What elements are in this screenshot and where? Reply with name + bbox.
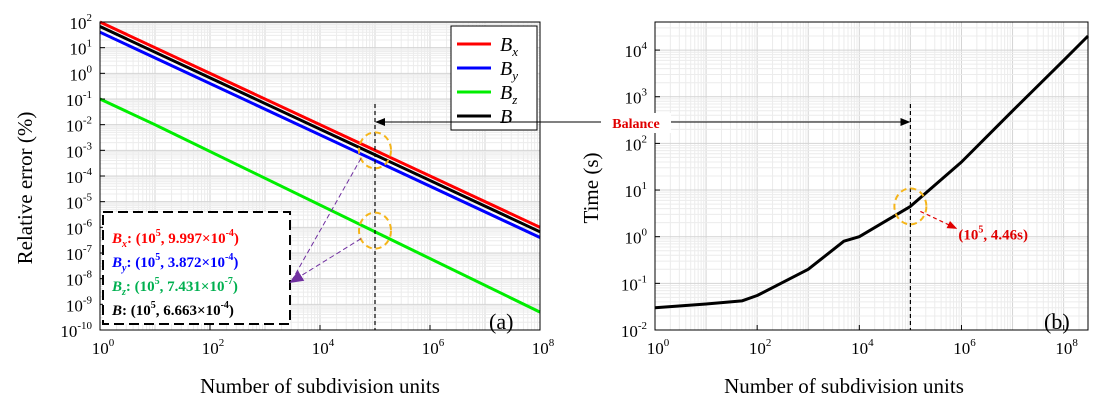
y-tick-label: 102 xyxy=(70,12,93,33)
y-tick-label: 103 xyxy=(625,87,648,108)
panel-b: 100 102 104 106 108 10410310210110010-110-2 … xyxy=(579,21,1090,398)
panel-b-series xyxy=(654,34,1090,310)
annotation-line-1: By: (105, 3.872×10-4) xyxy=(111,252,238,274)
panel-b-y-tick-labels: 104 103 102 101 100 10-1 10-2 xyxy=(621,40,648,341)
x-tick-label: 108 xyxy=(1055,337,1078,358)
x-tick-label: 106 xyxy=(953,337,976,358)
y-tick-label: 10-1 xyxy=(621,273,647,294)
y-tick-label: 10-5 xyxy=(66,192,93,213)
panel-b-ylabel: Time (s) xyxy=(579,153,603,224)
panel-b-frame xyxy=(654,21,1089,331)
y-tick-label: 10-6 xyxy=(66,217,93,238)
panel-a: 100 102 104 106 108 102 101 100 10-1 10-2 10-3 10-… xyxy=(13,12,555,398)
x-tick-label: 100 xyxy=(647,337,670,358)
y-tick-label: 102 xyxy=(625,133,648,154)
annotation-frame xyxy=(102,211,291,325)
y-tick-label: 10-10 xyxy=(60,320,92,341)
y-tick-label: 10-2 xyxy=(66,115,92,136)
balance-annotation: Balance xyxy=(375,113,911,133)
y-tick-label: 101 xyxy=(70,38,93,59)
x-tick-label: 102 xyxy=(749,337,772,358)
y-tick-label: 10-2 xyxy=(621,320,647,341)
panel-b-grid xyxy=(654,21,1089,331)
legend-label-3: B xyxy=(500,106,512,128)
panel-b-label: (b) xyxy=(1044,309,1070,334)
pointer-arrow-1 xyxy=(289,238,362,284)
y-tick-label: 100 xyxy=(625,227,648,248)
y-tick-label: 10-4 xyxy=(66,166,93,187)
annotation-line-2: Bz: (105, 7.431×10-7) xyxy=(111,276,238,298)
panel-a-markers xyxy=(358,104,392,330)
series-line-2 xyxy=(99,97,541,314)
highlight-circle-0 xyxy=(893,187,928,226)
panel-b-x-tick-labels: 100 102 104 106 108 xyxy=(647,337,1079,358)
x-tick-label: 106 xyxy=(422,337,445,358)
series-line-0 xyxy=(99,20,541,229)
legend-label-0: Bx xyxy=(500,34,518,59)
y-tick-label: 100 xyxy=(70,63,93,84)
panel-b-xlabel: Number of subdivision units xyxy=(724,374,964,398)
y-tick-label: 101 xyxy=(625,180,648,201)
y-tick-label: 10-1 xyxy=(66,89,92,110)
y-tick-label: 10-3 xyxy=(66,140,93,161)
panel-a-label: (a) xyxy=(489,309,513,334)
panel-b-markers xyxy=(893,104,928,330)
annotation-line-0: Bx: (105, 9.997×10-4) xyxy=(111,228,239,250)
legend-label-1: By xyxy=(500,58,518,83)
x-tick-label: 100 xyxy=(92,337,115,358)
x-tick-label: 104 xyxy=(851,337,874,358)
panel-a-y-tick-labels: 102 101 100 10-1 10-2 10-3 10-4 10-5 10-6 10-7 10-… xyxy=(60,12,92,341)
panel-a-ylabel: Relative error (%) xyxy=(13,112,37,265)
x-tick-label: 108 xyxy=(532,337,555,358)
x-tick-label: 102 xyxy=(202,337,225,358)
panel-b-ticks xyxy=(654,49,1065,331)
highlight-circle-0 xyxy=(358,131,392,170)
balance-label-bg xyxy=(601,113,671,133)
time-annotation: (105, 4.46s) xyxy=(958,224,1028,243)
y-tick-label: 10-7 xyxy=(66,243,93,264)
y-tick-label: 10-9 xyxy=(66,294,93,315)
annotation-line-3: B: (105, 6.663×10-4) xyxy=(111,300,234,319)
series-line-1 xyxy=(99,30,541,239)
panel-a-x-tick-labels: 100 102 104 106 108 xyxy=(92,337,555,358)
y-tick-label: 104 xyxy=(625,40,648,61)
y-tick-label: 10-8 xyxy=(66,269,93,290)
legend-label-2: Bz xyxy=(500,82,517,107)
series-line-3 xyxy=(99,25,541,234)
panel-a-series xyxy=(99,20,541,314)
legend-box xyxy=(450,25,538,131)
series-line-0 xyxy=(654,34,1090,310)
x-tick-label: 104 xyxy=(312,337,335,358)
panel-a-annotation-box: Bx: (105, 9.997×10-4)By: (105, 3.872×10-… xyxy=(102,158,362,325)
panel-a-xlabel: Number of subdivision units xyxy=(200,374,440,398)
highlight-circle-1 xyxy=(358,211,392,250)
balance-label: Balance xyxy=(612,117,659,132)
